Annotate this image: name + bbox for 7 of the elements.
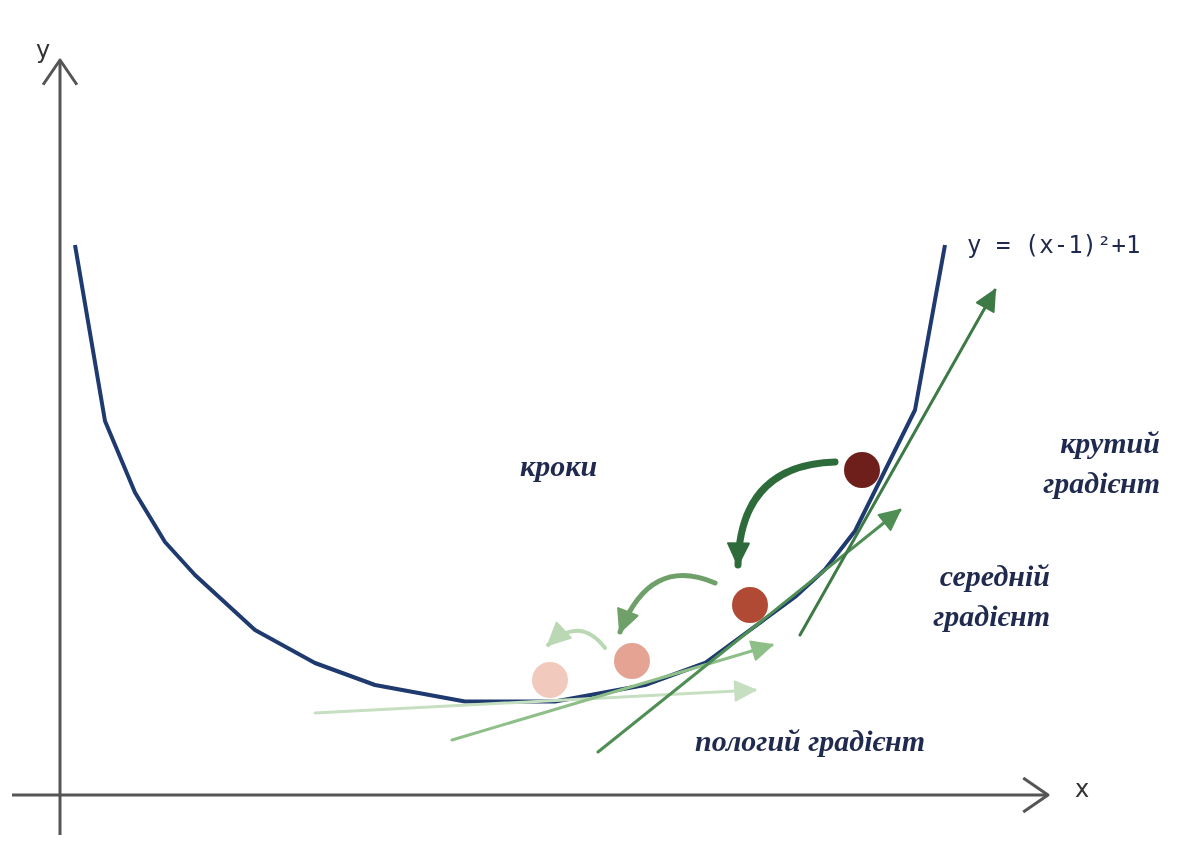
text: y xyxy=(36,36,51,64)
annotation: кроки xyxy=(520,448,598,482)
text: крутий градієнт xyxy=(1043,425,1160,499)
series-label: y = (x-1)²+1 xyxy=(967,231,1141,259)
annotation: середній градієнт xyxy=(933,558,1050,632)
x-axis-title: x xyxy=(1075,775,1090,803)
annotation: пологий градієнт xyxy=(695,723,926,757)
